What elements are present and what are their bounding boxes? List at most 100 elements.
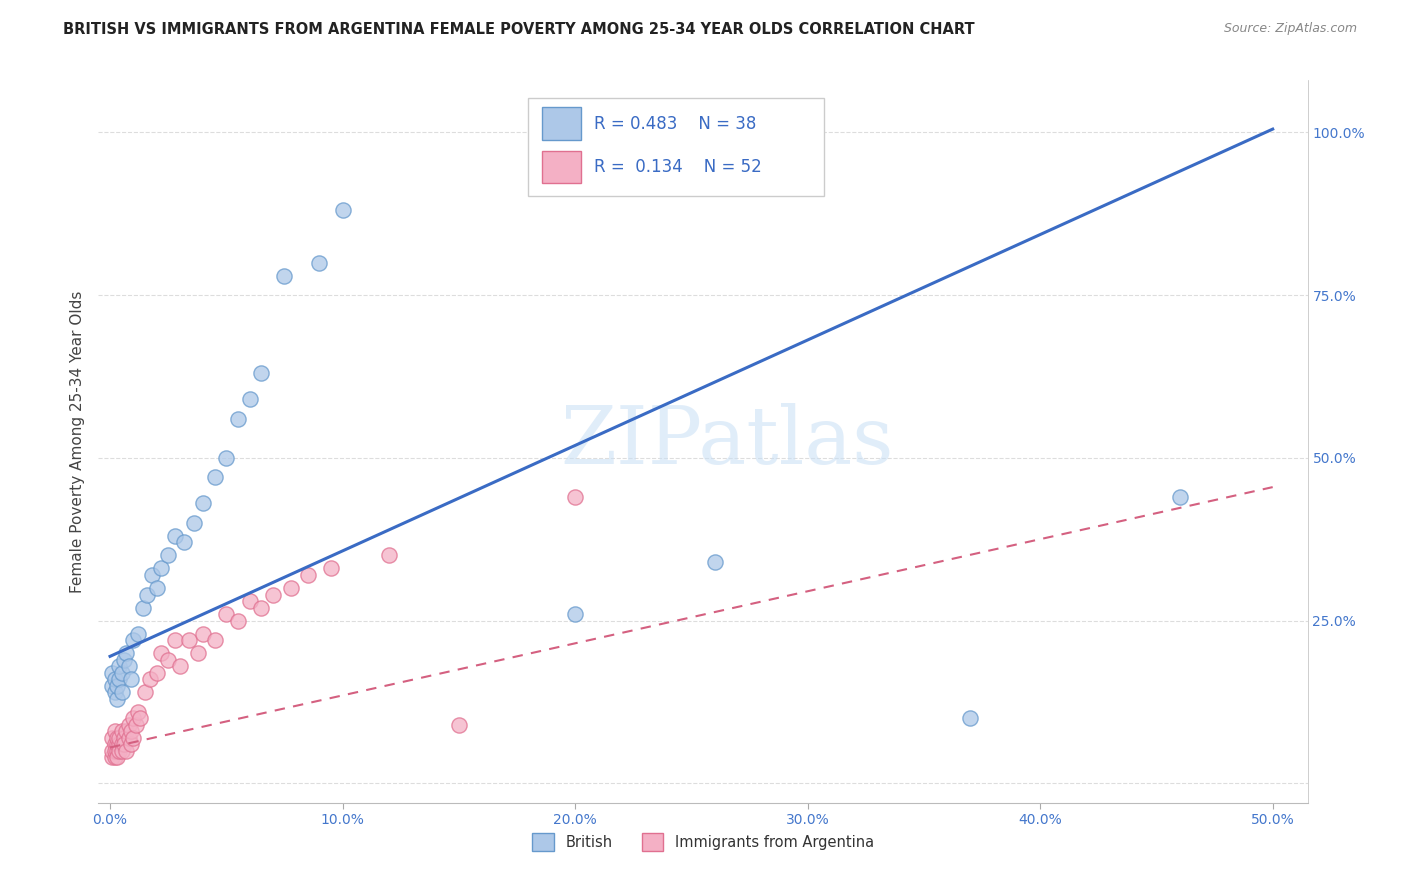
- Point: [215, 450, 238, 465]
- Legend: British, Immigrants from Argentina: British, Immigrants from Argentina: [526, 828, 880, 857]
- Point: [145, 665, 167, 680]
- Point: [703, 555, 725, 569]
- Point: [204, 470, 226, 484]
- Point: [111, 737, 134, 751]
- Point: [191, 626, 214, 640]
- Point: [112, 737, 135, 751]
- Point: [120, 672, 142, 686]
- Point: [104, 724, 127, 739]
- Point: [215, 607, 238, 621]
- Point: [239, 392, 262, 407]
- Point: [111, 685, 134, 699]
- Point: [150, 561, 173, 575]
- Point: [111, 665, 134, 680]
- Point: [447, 717, 470, 731]
- Point: [157, 652, 180, 666]
- Point: [118, 659, 141, 673]
- Bar: [543, 151, 581, 183]
- Point: [564, 607, 586, 621]
- Point: [179, 633, 201, 648]
- Point: [124, 717, 146, 731]
- Text: R = 0.483    N = 38: R = 0.483 N = 38: [595, 115, 756, 133]
- Point: [145, 581, 167, 595]
- Point: [120, 737, 142, 751]
- Point: [122, 633, 145, 648]
- Point: [104, 750, 127, 764]
- Point: [104, 744, 127, 758]
- Point: [104, 672, 127, 686]
- Point: [111, 744, 134, 758]
- Point: [118, 717, 141, 731]
- Point: [173, 535, 195, 549]
- Point: [104, 737, 127, 751]
- Point: [101, 665, 124, 680]
- Point: [115, 646, 138, 660]
- Point: [115, 724, 138, 739]
- Y-axis label: Female Poverty Among 25-34 Year Olds: Female Poverty Among 25-34 Year Olds: [69, 291, 84, 592]
- Text: ZIPatlas: ZIPatlas: [561, 402, 894, 481]
- Point: [226, 411, 249, 425]
- Text: Source: ZipAtlas.com: Source: ZipAtlas.com: [1223, 22, 1357, 36]
- Point: [191, 496, 214, 510]
- Bar: [543, 107, 581, 140]
- Point: [101, 750, 124, 764]
- Point: [332, 203, 354, 218]
- Point: [319, 561, 342, 575]
- Point: [105, 679, 128, 693]
- Point: [105, 691, 128, 706]
- Point: [262, 587, 284, 601]
- Point: [250, 366, 273, 380]
- Point: [104, 685, 127, 699]
- Point: [138, 672, 160, 686]
- Point: [101, 679, 124, 693]
- Point: [165, 529, 187, 543]
- Point: [183, 516, 205, 530]
- Point: [105, 744, 128, 758]
- Text: R =  0.134    N = 52: R = 0.134 N = 52: [595, 158, 762, 176]
- Point: [131, 600, 153, 615]
- Point: [136, 587, 159, 601]
- Point: [239, 594, 262, 608]
- Point: [1168, 490, 1191, 504]
- Point: [115, 744, 138, 758]
- Point: [273, 268, 295, 283]
- Text: BRITISH VS IMMIGRANTS FROM ARGENTINA FEMALE POVERTY AMONG 25-34 YEAR OLDS CORREL: BRITISH VS IMMIGRANTS FROM ARGENTINA FEM…: [63, 22, 974, 37]
- Point: [108, 731, 131, 745]
- Point: [112, 652, 135, 666]
- Point: [120, 724, 142, 739]
- Point: [129, 711, 152, 725]
- Point: [165, 633, 187, 648]
- Point: [297, 568, 319, 582]
- Point: [308, 255, 330, 269]
- Point: [141, 568, 163, 582]
- Point: [204, 633, 226, 648]
- Point: [118, 731, 141, 745]
- Point: [187, 646, 209, 660]
- Point: [378, 549, 401, 563]
- Point: [108, 744, 131, 758]
- Point: [101, 731, 124, 745]
- Point: [150, 646, 173, 660]
- Point: [127, 626, 149, 640]
- Point: [108, 672, 131, 686]
- Point: [122, 731, 145, 745]
- Point: [157, 549, 180, 563]
- Point: [111, 724, 134, 739]
- Point: [122, 711, 145, 725]
- Point: [564, 490, 586, 504]
- FancyBboxPatch shape: [527, 98, 824, 196]
- Point: [105, 731, 128, 745]
- Point: [101, 744, 124, 758]
- Point: [105, 737, 128, 751]
- Point: [112, 731, 135, 745]
- Point: [105, 750, 128, 764]
- Point: [169, 659, 191, 673]
- Point: [959, 711, 981, 725]
- Point: [108, 659, 131, 673]
- Point: [226, 614, 249, 628]
- Point: [127, 705, 149, 719]
- Point: [108, 737, 131, 751]
- Point: [250, 600, 273, 615]
- Point: [134, 685, 156, 699]
- Point: [280, 581, 302, 595]
